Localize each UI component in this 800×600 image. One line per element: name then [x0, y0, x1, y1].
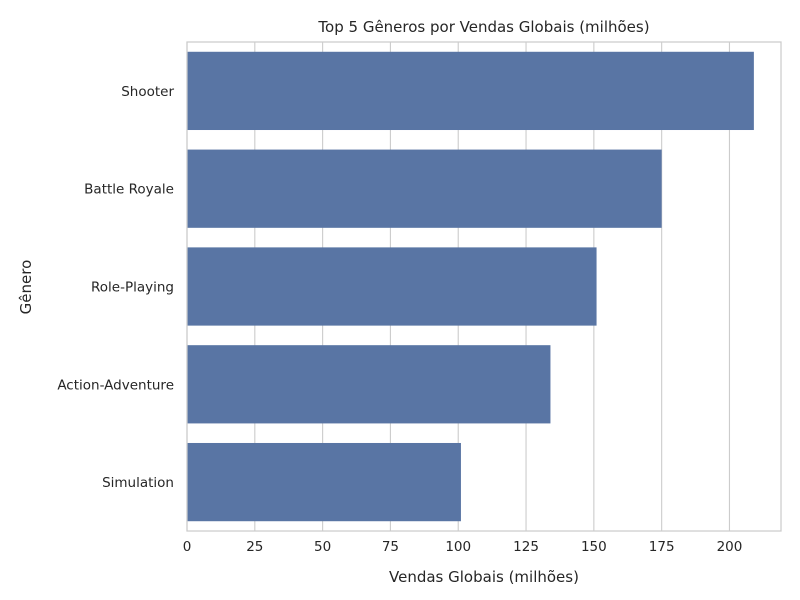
bar-simulation: [187, 442, 461, 522]
x-tick-label: 0: [183, 539, 192, 555]
y-tick-label: Simulation: [102, 475, 174, 491]
x-tick-label: 75: [382, 539, 399, 555]
plot-frame: [186, 41, 782, 532]
x-tick-label: 150: [581, 539, 607, 555]
bar-role-playing: [187, 247, 597, 326]
x-tick-label: 25: [246, 539, 263, 555]
x-axis-label: Vendas Globais (milhões): [389, 568, 579, 586]
y-tick-labels: Shooter Battle Royale Role-Playing Action-A…: [57, 84, 174, 491]
bar-action-adventure: [187, 345, 551, 424]
chart-title: Top 5 Gêneros por Vendas Globais (milhõe…: [317, 18, 649, 36]
x-tick-label: 125: [513, 539, 539, 555]
x-tick-label: 175: [649, 539, 675, 555]
y-axis-label: Gênero: [17, 260, 35, 315]
bar-battle-royale: [187, 149, 662, 228]
x-tick-label: 100: [445, 539, 471, 555]
y-tick-label: Action-Adventure: [57, 377, 174, 393]
x-tick-labels: 0 25 50 75 100 125 150 175 200: [183, 539, 743, 555]
y-tick-label: Shooter: [121, 84, 174, 100]
x-tick-label: 200: [717, 539, 743, 555]
bars-layer: [187, 51, 754, 522]
y-tick-label: Role-Playing: [91, 280, 174, 296]
x-tick-label: 50: [314, 539, 331, 555]
bar-shooter: [187, 51, 754, 131]
y-tick-label: Battle Royale: [84, 182, 174, 198]
